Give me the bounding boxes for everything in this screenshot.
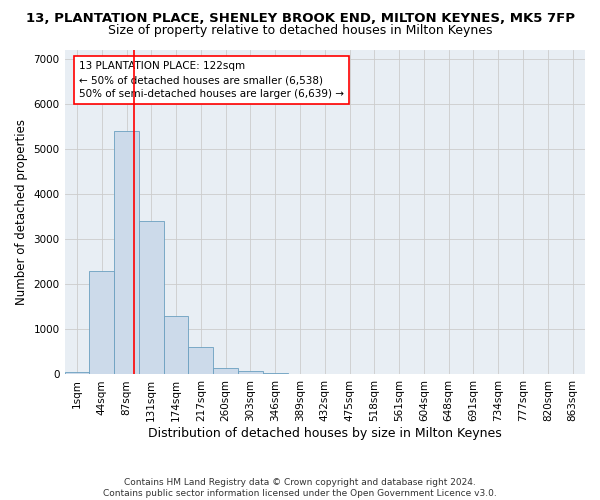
Bar [238, 371, 263, 374]
Text: 13 PLANTATION PLACE: 122sqm
← 50% of detached houses are smaller (6,538)
50% of : 13 PLANTATION PLACE: 122sqm ← 50% of det… [79, 62, 344, 100]
Bar [164, 316, 188, 374]
Bar [188, 348, 213, 374]
Bar [114, 131, 139, 374]
Bar [263, 373, 287, 374]
Text: Contains HM Land Registry data © Crown copyright and database right 2024.
Contai: Contains HM Land Registry data © Crown c… [103, 478, 497, 498]
Bar [139, 221, 164, 374]
Bar [65, 372, 89, 374]
Bar [89, 271, 114, 374]
X-axis label: Distribution of detached houses by size in Milton Keynes: Distribution of detached houses by size … [148, 427, 502, 440]
Text: 13, PLANTATION PLACE, SHENLEY BROOK END, MILTON KEYNES, MK5 7FP: 13, PLANTATION PLACE, SHENLEY BROOK END,… [25, 12, 575, 26]
Text: Size of property relative to detached houses in Milton Keynes: Size of property relative to detached ho… [108, 24, 492, 37]
Bar [213, 368, 238, 374]
Y-axis label: Number of detached properties: Number of detached properties [15, 119, 28, 305]
